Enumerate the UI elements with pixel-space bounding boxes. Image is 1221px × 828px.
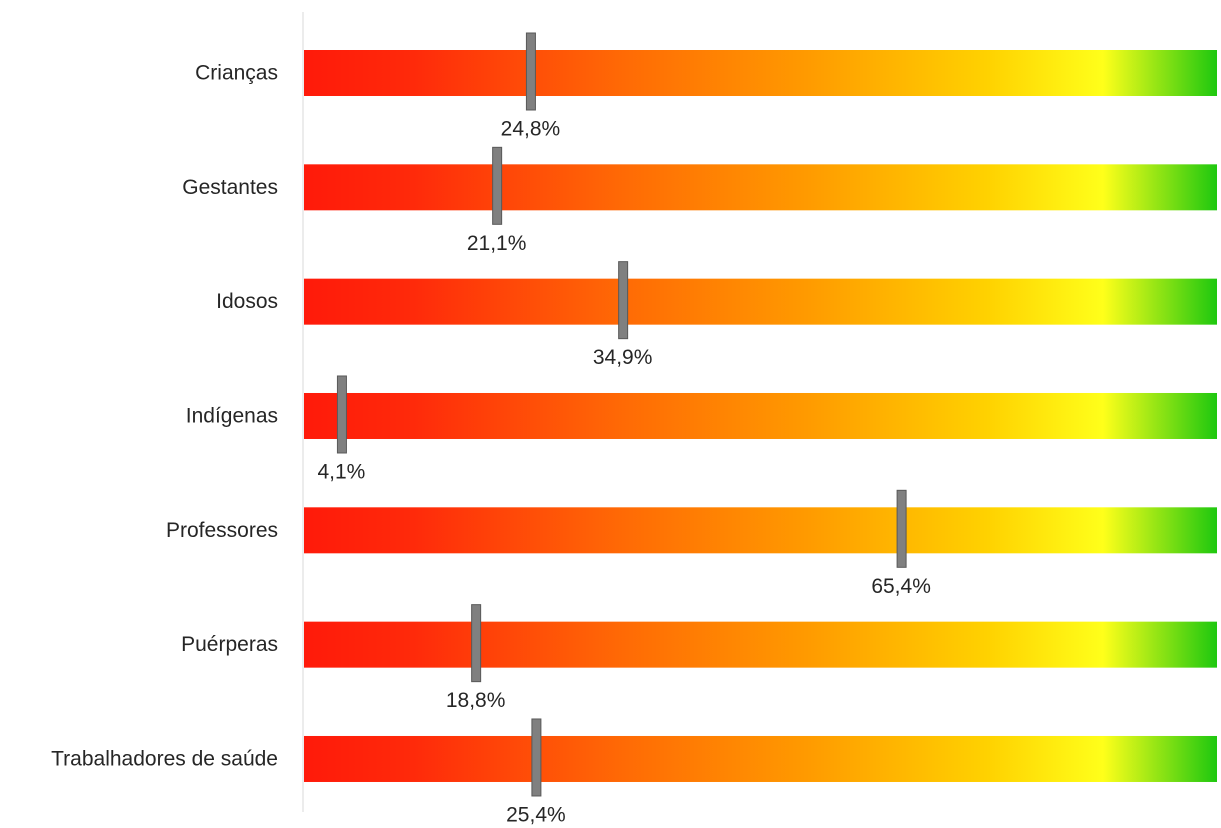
category-label: Trabalhadores de saúde xyxy=(51,747,278,770)
gauge-bar xyxy=(304,50,1217,96)
gauge-row: Indígenas 4,1% xyxy=(186,375,1217,483)
chart-rows: Crianças 24,8% Gestantes 21,1% Idosos 34,9% In… xyxy=(51,32,1217,826)
category-label: Indígenas xyxy=(186,404,278,427)
category-label: Puérperas xyxy=(181,633,278,656)
value-label: 24,8% xyxy=(501,118,561,141)
value-label: 18,8% xyxy=(446,689,506,712)
value-marker xyxy=(336,375,347,454)
value-label: 65,4% xyxy=(871,575,931,598)
value-marker xyxy=(531,718,542,797)
gauge-row: Puérperas 18,8% xyxy=(181,604,1217,712)
value-marker xyxy=(471,604,482,683)
gauge-row: Gestantes 21,1% xyxy=(182,146,1217,255)
gauge-bar xyxy=(304,392,1217,439)
category-label: Idosos xyxy=(216,290,278,313)
gauge-bar xyxy=(304,621,1217,668)
category-label: Gestantes xyxy=(182,176,278,199)
value-marker xyxy=(492,146,503,225)
value-label: 25,4% xyxy=(506,803,566,826)
value-label: 21,1% xyxy=(467,232,527,255)
gauge-bar xyxy=(304,164,1217,211)
value-label: 4,1% xyxy=(317,460,365,483)
gauge-row: Crianças 24,8% xyxy=(195,32,1217,141)
value-label: 34,9% xyxy=(593,346,653,369)
gauge-row: Professores 65,4% xyxy=(166,489,1217,598)
value-marker xyxy=(525,32,536,111)
category-label: Crianças xyxy=(195,62,278,85)
value-marker xyxy=(896,489,907,568)
category-label: Professores xyxy=(166,519,278,542)
value-marker xyxy=(618,261,629,340)
gauge-row: Trabalhadores de saúde 25,4% xyxy=(51,718,1217,826)
gauge-row: Idosos 34,9% xyxy=(216,261,1217,369)
gauge-bar xyxy=(304,278,1217,325)
gauge-bar xyxy=(304,507,1217,554)
gauge-bar xyxy=(304,735,1217,782)
